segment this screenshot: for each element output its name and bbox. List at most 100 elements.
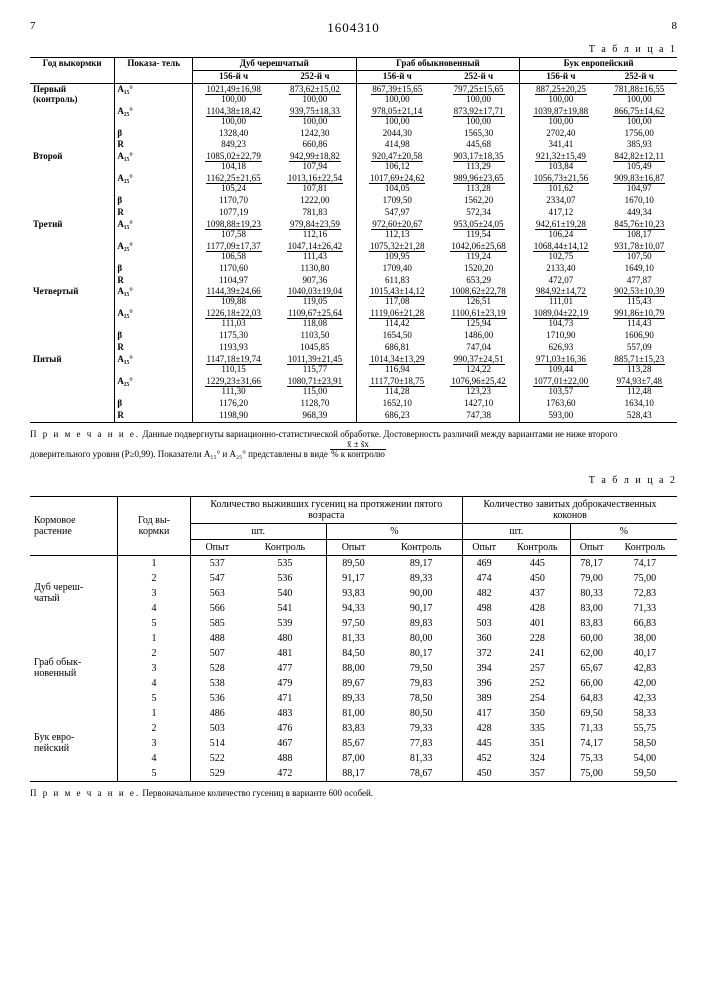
cell: 79,83 — [380, 676, 462, 691]
cell: 1011,39±21,45115,77 — [274, 354, 356, 376]
cell: 1077,19 — [192, 207, 274, 219]
t1-subcol: 156-й ч — [356, 70, 438, 83]
cell: 477 — [244, 661, 326, 676]
cell: 59,50 — [613, 766, 677, 782]
cell: 471 — [244, 691, 326, 706]
cell: 78,67 — [380, 766, 462, 782]
cell: 89,33 — [380, 571, 462, 586]
cell: 1047,14±26,42111,43 — [274, 241, 356, 263]
cell: 991,86±10,79114,43 — [602, 308, 677, 330]
cell: 1226,18±22,03111,03 — [192, 308, 274, 330]
col-indicator: Показа- тель — [115, 58, 193, 84]
cell: 909,83±16,87104,97 — [602, 173, 677, 195]
cell: 1520,20 — [438, 263, 520, 275]
cell: 797,25±15,65100,00 — [438, 83, 520, 105]
cell: 324 — [505, 751, 570, 766]
cell: 452 — [463, 751, 506, 766]
cell: 1056,73±21,56101,62 — [520, 173, 602, 195]
cell: 351 — [505, 736, 570, 751]
table2-label: Т а б л и ц а 2 — [30, 475, 677, 486]
row-indicator: A₁₅° — [115, 83, 193, 105]
table-row: R849,23660,86414,98445,68341,41385,93 — [30, 139, 677, 151]
cell: 1 — [118, 555, 190, 571]
cell: 1077,01±22,00103,57 — [520, 376, 602, 398]
cell: 903,17±18,35113,29 — [438, 151, 520, 173]
cell: 972,60±20,67112,13 — [356, 219, 438, 241]
cell: 660,86 — [274, 139, 356, 151]
cell: 873,92±17,71100,00 — [438, 106, 520, 128]
table1-head: Год выкормки Показа- тель Дуб черешчатый… — [30, 58, 677, 84]
row-indicator: β — [115, 263, 193, 275]
cell: 953,05±24,05119,54 — [438, 219, 520, 241]
cell: 1162,25±21,65105,24 — [192, 173, 274, 195]
cell: 2702,40 — [520, 128, 602, 140]
cell: 2 — [118, 646, 190, 661]
cell: 1040,03±19,04119,05 — [274, 286, 356, 308]
table-row: Дуб череш-чатый153753589,5089,1746944578… — [30, 555, 677, 571]
cell: 920,47±20,58106,12 — [356, 151, 438, 173]
cell: 1486,00 — [438, 330, 520, 342]
cell: 252 — [505, 676, 570, 691]
table2-note: П р и м е ч а н и е. Первоначальное коли… — [30, 788, 677, 800]
cell: 686,81 — [356, 342, 438, 354]
cell: 74,17 — [570, 736, 613, 751]
cell: 1104,38±18,42100,00 — [192, 106, 274, 128]
cell: 1 — [118, 631, 190, 646]
cell: 80,00 — [380, 631, 462, 646]
cell: 42,83 — [613, 661, 677, 676]
row-indicator: A₂₅° — [115, 376, 193, 398]
cell: 469 — [463, 555, 506, 571]
cell: 80,17 — [380, 646, 462, 661]
cell: 3 — [118, 736, 190, 751]
cell: 990,37±24,51124,22 — [438, 354, 520, 376]
cell: 467 — [244, 736, 326, 751]
cell: 1117,70±18,75114,28 — [356, 376, 438, 398]
cell: 1098,88±19,23107,58 — [192, 219, 274, 241]
cell: 445 — [463, 736, 506, 751]
table-row: ЧетвертыйA₁₅°1144,39±24,66109,881040,03±… — [30, 286, 677, 308]
table-row: R1198,90968,39686,23747,38593,00528,43 — [30, 410, 677, 422]
t1-subcol: 156-й ч — [192, 70, 274, 83]
row-group-name: Пятый — [30, 354, 115, 422]
cell: 1176,20 — [192, 398, 274, 410]
t2-u1b: шт. — [463, 523, 571, 539]
cell: 75,33 — [570, 751, 613, 766]
cell: 845,76±10,23108,17 — [602, 219, 677, 241]
doc-number: 1604310 — [327, 20, 380, 36]
cell: 1015,43±14,12117,08 — [356, 286, 438, 308]
cell: 921,32±15,49103,84 — [520, 151, 602, 173]
cell: 79,33 — [380, 721, 462, 736]
table-row: A₂₅°1177,09±17,37106,581047,14±26,42111,… — [30, 241, 677, 263]
table-row: 352847788,0079,5039425765,6742,83 — [30, 661, 677, 676]
cell: 72,83 — [613, 586, 677, 601]
cell: 593,00 — [520, 410, 602, 422]
cell: 1039,87±19,88100,00 — [520, 106, 602, 128]
cell: 498 — [463, 601, 506, 616]
t2-col-caterp: Количество выживших гусениц на протяжени… — [190, 496, 463, 523]
cell: 1008,62±22,78126,51 — [438, 286, 520, 308]
cell: 1 — [118, 706, 190, 721]
cell: 1075,32±21,28109,95 — [356, 241, 438, 263]
cell: 78,17 — [570, 555, 613, 571]
table-row: β1170,701222,001709,501562,202334,071670… — [30, 195, 677, 207]
row-indicator: A₁₅° — [115, 286, 193, 308]
row-group-name: Второй — [30, 151, 115, 219]
cell: 1170,60 — [192, 263, 274, 275]
cell: 566 — [190, 601, 244, 616]
cell: 931,78±10,07107,50 — [602, 241, 677, 263]
cell: 3 — [118, 586, 190, 601]
cell: 58,50 — [613, 736, 677, 751]
cell: 83,00 — [570, 601, 613, 616]
cell: 1170,70 — [192, 195, 274, 207]
colg-2: Бук европейский — [520, 58, 677, 71]
cell: 626,93 — [520, 342, 602, 354]
cell: 849,23 — [192, 139, 274, 151]
cell: 866,75±14,62100,00 — [602, 106, 677, 128]
cell: 1565,30 — [438, 128, 520, 140]
cell: 1119,06±21,28114,42 — [356, 308, 438, 330]
cell: 974,93±7,48112,48 — [602, 376, 677, 398]
cell: 1652,10 — [356, 398, 438, 410]
cell: 1128,70 — [274, 398, 356, 410]
t2-col-cocoons: Количество завитых доброкачественных кок… — [463, 496, 677, 523]
table-row: A₂₅°1226,18±22,03111,031109,67±25,64118,… — [30, 308, 677, 330]
